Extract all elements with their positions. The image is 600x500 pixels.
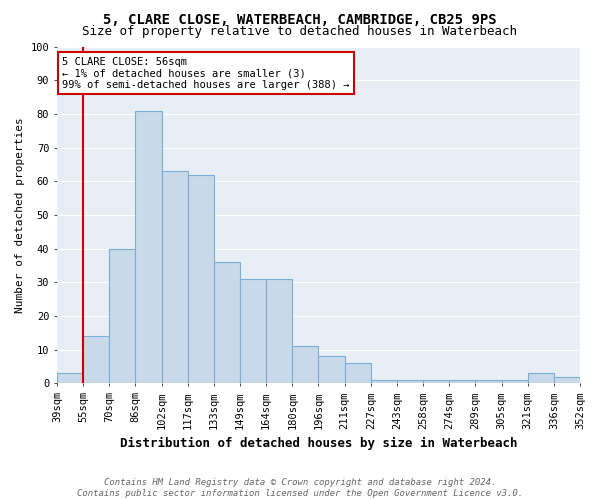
Text: 5, CLARE CLOSE, WATERBEACH, CAMBRIDGE, CB25 9PS: 5, CLARE CLOSE, WATERBEACH, CAMBRIDGE, C… bbox=[103, 12, 497, 26]
Y-axis label: Number of detached properties: Number of detached properties bbox=[15, 117, 25, 313]
Bar bbox=[240, 279, 266, 384]
Bar bbox=[344, 363, 371, 384]
Bar bbox=[188, 174, 214, 384]
Text: 5 CLARE CLOSE: 56sqm
← 1% of detached houses are smaller (3)
99% of semi-detache: 5 CLARE CLOSE: 56sqm ← 1% of detached ho… bbox=[62, 56, 350, 90]
Bar bbox=[527, 374, 554, 384]
Text: Size of property relative to detached houses in Waterbeach: Size of property relative to detached ho… bbox=[83, 25, 517, 38]
Bar bbox=[161, 171, 188, 384]
Bar bbox=[319, 356, 344, 384]
Bar bbox=[397, 380, 423, 384]
Bar bbox=[371, 380, 397, 384]
Bar bbox=[554, 376, 580, 384]
Bar bbox=[57, 374, 83, 384]
X-axis label: Distribution of detached houses by size in Waterbeach: Distribution of detached houses by size … bbox=[120, 437, 517, 450]
Bar bbox=[83, 336, 109, 384]
Bar bbox=[475, 380, 502, 384]
Bar bbox=[502, 380, 527, 384]
Bar bbox=[214, 262, 240, 384]
Bar bbox=[136, 110, 161, 384]
Bar bbox=[266, 279, 292, 384]
Bar bbox=[109, 248, 136, 384]
Text: Contains HM Land Registry data © Crown copyright and database right 2024.
Contai: Contains HM Land Registry data © Crown c… bbox=[77, 478, 523, 498]
Bar bbox=[292, 346, 319, 384]
Bar bbox=[449, 380, 475, 384]
Bar bbox=[423, 380, 449, 384]
